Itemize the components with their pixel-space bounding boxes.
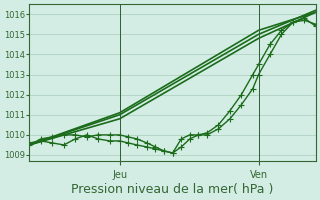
X-axis label: Pression niveau de la mer( hPa ): Pression niveau de la mer( hPa )	[71, 183, 274, 196]
